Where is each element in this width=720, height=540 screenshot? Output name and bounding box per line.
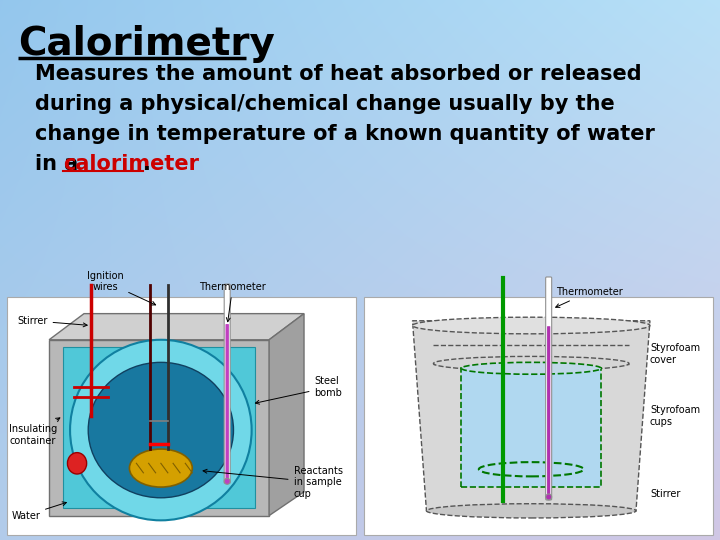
Bar [462,368,601,487]
Polygon shape [413,321,650,511]
FancyBboxPatch shape [224,284,230,483]
Text: during a physical/chemical change usually by the: during a physical/chemical change usuall… [35,94,615,114]
Bar [7,297,356,535]
Bar [364,297,713,535]
Text: Steel
bomb: Steel bomb [256,376,343,404]
Ellipse shape [426,504,636,518]
Text: Water: Water [12,502,66,521]
Ellipse shape [462,362,601,374]
FancyBboxPatch shape [225,324,229,483]
Ellipse shape [224,478,230,484]
Text: Insulating
container: Insulating container [9,418,60,446]
Text: calorimeter: calorimeter [63,154,199,174]
Text: Styrofoam
cups: Styrofoam cups [650,405,700,427]
Text: Stirrer: Stirrer [650,489,680,499]
Bar [462,368,601,487]
Text: Stirrer: Stirrer [17,316,87,327]
Text: Measures the amount of heat absorbed or released: Measures the amount of heat absorbed or … [35,64,642,84]
Text: Ignition
wires: Ignition wires [86,271,156,305]
Text: .: . [143,154,151,174]
Text: Thermometer: Thermometer [556,287,622,307]
FancyBboxPatch shape [546,277,552,500]
Text: in a: in a [35,154,86,174]
Text: Calorimetry: Calorimetry [18,25,275,63]
Text: change in temperature of a known quantity of water: change in temperature of a known quantit… [35,124,655,144]
Ellipse shape [89,362,233,498]
Text: Reactants
in sample
cup: Reactants in sample cup [203,465,343,499]
Ellipse shape [130,449,192,487]
Text: Thermometer: Thermometer [199,282,266,322]
FancyBboxPatch shape [547,326,550,500]
Text: Styrofoam
cover: Styrofoam cover [650,343,700,365]
Ellipse shape [70,340,252,521]
Ellipse shape [68,453,86,474]
Polygon shape [49,340,269,516]
Ellipse shape [433,356,629,370]
Polygon shape [63,347,255,509]
Polygon shape [49,314,304,340]
Ellipse shape [413,317,650,334]
Polygon shape [269,314,304,516]
Ellipse shape [546,494,552,500]
